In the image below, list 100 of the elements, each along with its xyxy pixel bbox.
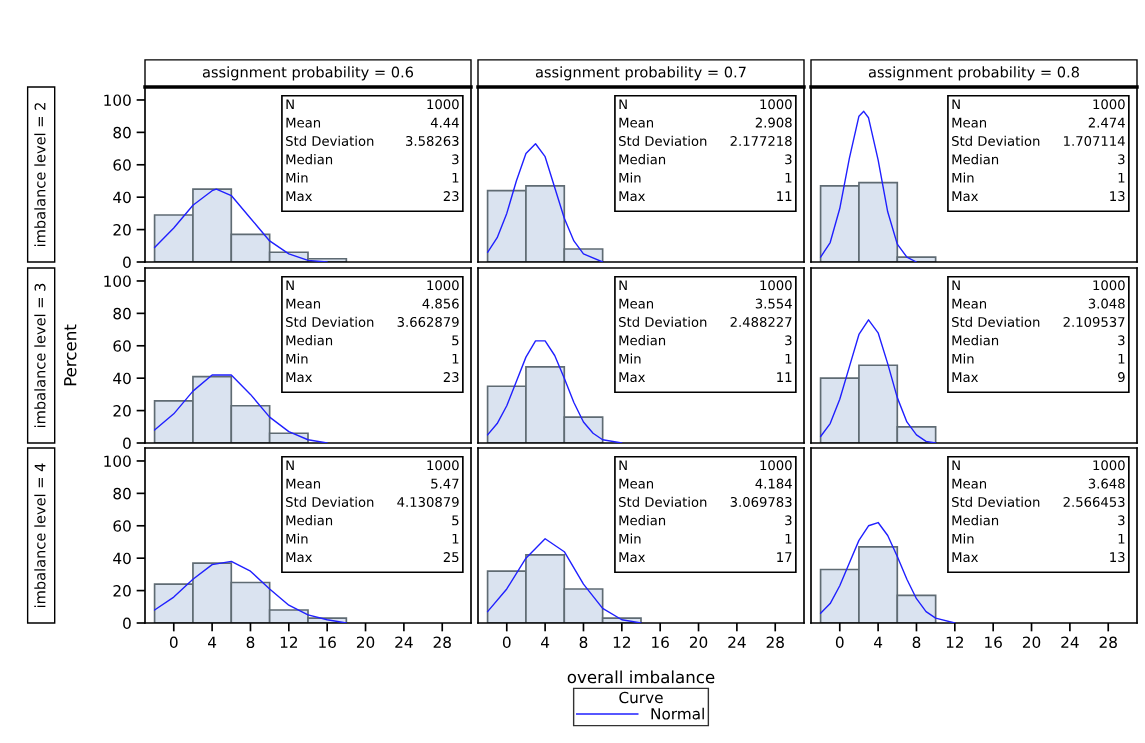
line-series (153, 188, 328, 262)
annotation: 1000 (1093, 460, 1125, 471)
annotation: 1 (452, 533, 459, 544)
annotation: 1000 (1093, 99, 1125, 110)
x-tick-label: 28 (433, 636, 451, 649)
annotation: 3.554 (755, 298, 792, 309)
annotation: N (286, 280, 294, 291)
annotation: N (619, 460, 627, 471)
annotation: N (952, 99, 960, 110)
x-tick-label: 28 (1099, 636, 1117, 649)
chart-title: assignment probability = 0.8 (868, 66, 1079, 81)
x-tick-label: 12 (946, 636, 964, 648)
annotation: Max (952, 191, 979, 202)
x-tick-label: 16 (319, 636, 336, 649)
x-tick-label: 24 (1061, 636, 1079, 648)
annotation: 3.069783 (730, 496, 792, 507)
annotation: Mean (619, 478, 654, 489)
annotation: Max (952, 372, 979, 383)
annotation: 1000 (760, 460, 792, 471)
annotation: 3.048 (1088, 298, 1125, 309)
x-tick-label: 28 (766, 636, 784, 649)
annotation: N (286, 460, 294, 471)
y-tick-label: 0 (123, 256, 131, 269)
annotation: 25 (443, 552, 459, 563)
annotation: Min (286, 172, 308, 183)
annotation: 1 (1118, 533, 1125, 544)
annotation: 2.177218 (730, 135, 792, 146)
annotation: 3 (785, 154, 792, 165)
y-tick-label: 60 (113, 340, 131, 352)
x-tick-label: 8 (579, 636, 588, 649)
x-tick-label: 20 (356, 636, 375, 649)
annotation: Std Deviation (286, 496, 374, 507)
annotation: Max (952, 552, 979, 563)
annotation: 3 (785, 515, 792, 526)
annotation: 4.184 (755, 478, 792, 489)
annotation: 9 (1118, 372, 1125, 383)
x-tick-label: 24 (395, 636, 413, 648)
annotation: 5.47 (431, 478, 459, 489)
annotation: 1 (1118, 172, 1125, 183)
line-series (153, 374, 328, 443)
y-tick-label: 80 (113, 487, 131, 500)
annotation: 13 (1110, 552, 1125, 563)
chart-title: assignment probability = 0.7 (535, 66, 746, 81)
annotation: 1 (452, 353, 459, 364)
annotation: N (952, 460, 960, 471)
annotation: Median (952, 154, 999, 165)
annotation: Median (286, 335, 333, 346)
chart-title: assignment probability = 0.6 (202, 66, 414, 81)
annotation: 3 (452, 154, 459, 165)
annotation: 2.474 (1088, 117, 1125, 128)
annotation: Min (952, 533, 974, 544)
y-tick-label: 100 (104, 94, 131, 106)
x-tick-label: 12 (613, 636, 631, 648)
annotation: 1000 (427, 280, 459, 291)
annotation: 2.908 (755, 117, 792, 128)
x-tick-label: 20 (1022, 636, 1041, 649)
annotation: 3 (1118, 515, 1125, 526)
x-tick-label: 8 (912, 636, 921, 649)
x-axis-title: overall imbalance (567, 670, 715, 684)
annotation: Max (286, 372, 313, 383)
annotation: 3 (785, 335, 792, 346)
legend-title: Curve (619, 691, 663, 704)
annotation: 11 (777, 372, 792, 382)
annotation: 17 (777, 552, 792, 562)
annotation: 1000 (427, 99, 459, 110)
annotation: 4.44 (430, 117, 459, 128)
annotation: 1 (1118, 353, 1125, 364)
annotation: 3 (1118, 154, 1125, 165)
annotation: Std Deviation (286, 135, 374, 146)
annotation: 3.662879 (397, 316, 459, 327)
y-tick-label: 80 (113, 126, 131, 139)
annotation: 5 (452, 515, 459, 526)
annotation: 4.130879 (397, 496, 459, 507)
legend-label: Normal (651, 707, 704, 720)
annotation: Mean (952, 117, 987, 128)
y-tick-label: 80 (113, 307, 131, 320)
annotation: Min (952, 172, 974, 183)
annotation: N (619, 99, 627, 110)
annotation: 3.58263 (406, 135, 459, 146)
annotation: 2.109537 (1063, 316, 1125, 327)
annotation: 11 (777, 191, 792, 201)
annotation: 13 (1110, 191, 1125, 202)
annotation: 5 (452, 335, 459, 346)
annotation: Mean (286, 298, 321, 309)
x-tick-label: 24 (728, 636, 746, 648)
annotation: Std Deviation (952, 135, 1040, 146)
annotation: 1 (452, 172, 459, 183)
annotation: Std Deviation (619, 316, 707, 327)
annotation: Median (619, 515, 666, 526)
annotation: Max (619, 372, 646, 383)
x-tick-label: 4 (208, 636, 217, 648)
x-tick-label: 4 (541, 636, 550, 648)
y-tick-label: 20 (113, 405, 131, 417)
y-tick-label: 40 (113, 191, 131, 204)
y-tick-label: 60 (113, 520, 131, 532)
x-tick-label: 16 (985, 636, 1002, 649)
annotation: 3 (1118, 335, 1125, 346)
y-tick-label: 0 (123, 617, 131, 630)
annotation: Median (619, 335, 666, 346)
x-tick-label: 0 (502, 636, 511, 649)
